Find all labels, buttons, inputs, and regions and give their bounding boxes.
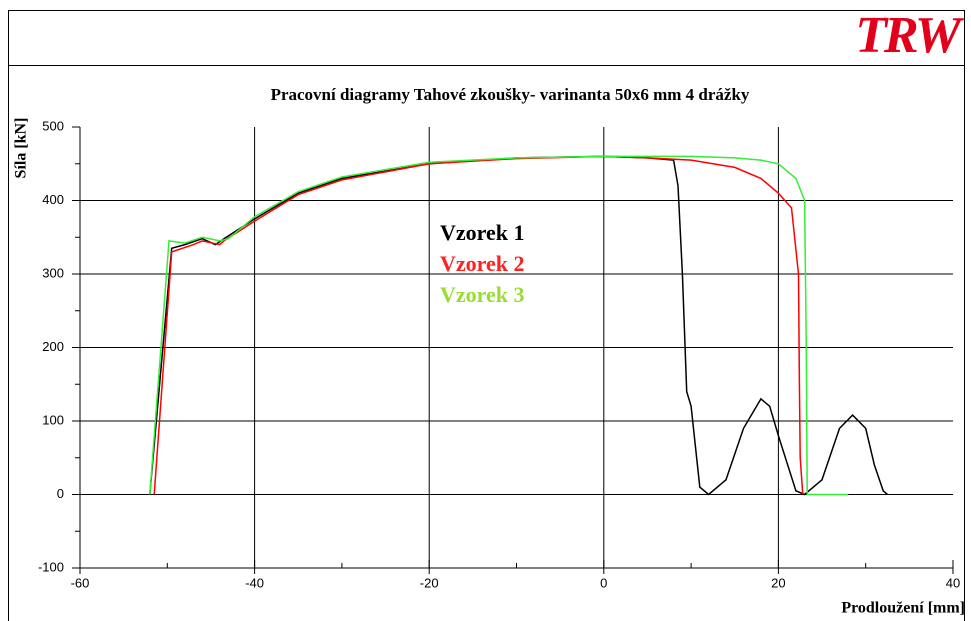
frame [8, 10, 965, 621]
y-tick-label: 500 [42, 118, 64, 133]
chart-title: Pracovní diagramy Tahové zkoušky- varina… [271, 85, 750, 104]
y-tick-label: -100 [38, 559, 64, 574]
y-tick-label: 0 [57, 486, 64, 501]
x-tick-label: -20 [420, 575, 439, 590]
logo: TRW [855, 7, 965, 64]
y-tick-label: 300 [42, 265, 64, 280]
x-tick-label: 40 [946, 575, 960, 590]
series-line [149, 155, 849, 496]
x-tick-label: -40 [245, 575, 264, 590]
x-axis-label: Prodloužení [mm] [841, 600, 965, 617]
y-tick-label: 100 [42, 412, 64, 427]
series-line [149, 155, 888, 496]
series-line [153, 155, 804, 495]
y-tick-label: 200 [42, 339, 64, 354]
y-axis-label: Síla [kN] [13, 118, 30, 179]
y-tick-label: 400 [42, 192, 64, 207]
x-tick-label: 20 [771, 575, 785, 590]
legend-entry: Vzorek 2 [440, 251, 525, 276]
x-tick-label: -60 [71, 575, 90, 590]
x-tick-label: 0 [600, 575, 607, 590]
legend-entry: Vzorek 1 [440, 220, 525, 245]
legend-entry: Vzorek 3 [440, 282, 525, 307]
